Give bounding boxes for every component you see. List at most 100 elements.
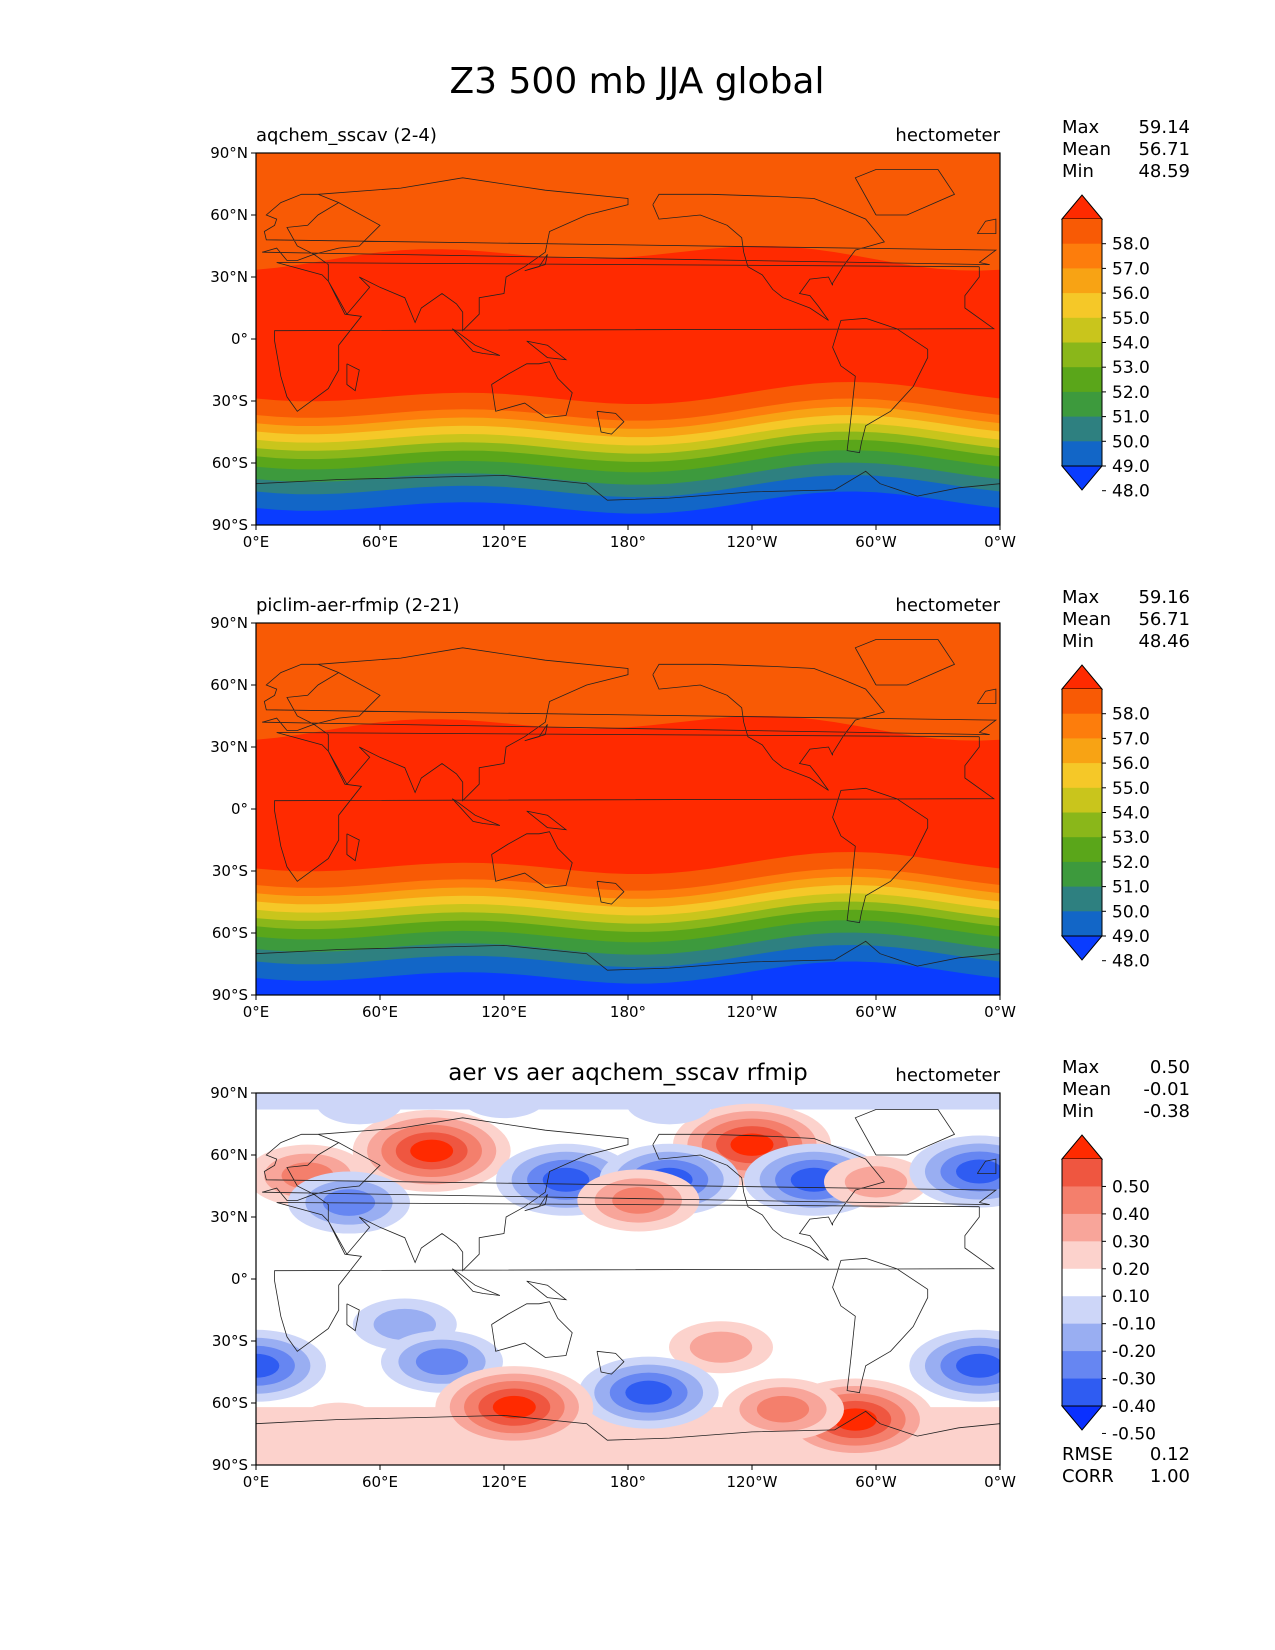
lat-tick-label: 0° [231, 800, 248, 818]
colorbar-label: 55.0 [1112, 309, 1150, 329]
panel-1: aqchem_sscav (2-4) hectometer 90°N 60°N 30… [210, 117, 1190, 551]
colorbar-band [1062, 268, 1102, 294]
colorbar-band [1062, 219, 1102, 245]
stat-value: 48.46 [1138, 631, 1190, 652]
colorbar-label: 57.0 [1112, 729, 1150, 749]
colorbar-label: 54.0 [1112, 804, 1150, 824]
lat-tick-label: 30°S [212, 1332, 248, 1350]
anomaly-13-level-4 [956, 1353, 1000, 1378]
lon-tick-label: 60°E [362, 533, 398, 551]
colorbar-label: -0.10 [1112, 1315, 1156, 1335]
colorbar-label: 53.0 [1112, 358, 1150, 378]
lon-tick-label: 60°E [362, 1003, 398, 1021]
stat-label: Min [1062, 631, 1094, 652]
lat-tick-label: 0° [231, 330, 248, 348]
colorbar-extend-max [1060, 194, 1104, 220]
lon-tick-label: 120°W [727, 1473, 778, 1491]
anomaly-16-level-5 [492, 1395, 536, 1419]
panel-2: piclim-aer-rfmip (2-21) hectometer 90°N 6… [210, 587, 1190, 1021]
anomaly-22-level-1 [461, 1093, 547, 1119]
colorbar-extend-min [1060, 1405, 1104, 1431]
colorbar-label: 0.50 [1112, 1177, 1150, 1197]
anomaly-11-level-3 [415, 1348, 469, 1375]
anomaly-0-level-5 [410, 1139, 454, 1163]
stat-label: RMSE [1062, 1444, 1113, 1465]
stat-value: 56.71 [1138, 139, 1190, 160]
colorbar-label: 49.0 [1112, 927, 1150, 947]
stat-value: 56.71 [1138, 609, 1190, 630]
anomaly-9-level-3 [612, 1187, 665, 1214]
stat-value: -0.38 [1143, 1101, 1190, 1122]
colorbar-band [1062, 293, 1102, 319]
lon-tick-label: 0°W [984, 533, 1016, 551]
colorbar-label: 55.0 [1112, 779, 1150, 799]
north-band-10 [256, 153, 1000, 271]
colorbar-extend-max [1060, 1134, 1104, 1160]
stat-value: 1.00 [1150, 1466, 1190, 1487]
lat-tick-label: 90°N [210, 144, 248, 162]
colorbar-outline [1061, 1159, 1103, 1406]
colorbar-label: 56.0 [1112, 754, 1150, 774]
colorbar-label: 0.30 [1112, 1232, 1150, 1252]
panel-3-title: aer vs aer aqchem_sscav rfmip [448, 1060, 807, 1086]
colorbar-band [1062, 713, 1102, 739]
stat-value: 59.14 [1138, 117, 1190, 138]
colorbar-label: 49.0 [1112, 457, 1150, 477]
lon-tick-label: 60°W [855, 533, 897, 551]
anomaly-7-level-2 [844, 1166, 908, 1198]
colorbar-band [1062, 1186, 1102, 1215]
stat-value: 59.16 [1138, 587, 1190, 608]
anomaly-15-level-4 [625, 1380, 672, 1405]
lon-tick-label: 120°W [727, 533, 778, 551]
lon-tick-label: 120°W [727, 1003, 778, 1021]
lat-tick-label: 0° [231, 1270, 248, 1288]
lon-tick-label: 60°W [855, 1003, 897, 1021]
field-1 [256, 623, 1000, 995]
lon-tick-label: 0°E [243, 1473, 270, 1491]
stat-label: Mean [1062, 1079, 1111, 1100]
panel-2-colorbar: 58.0 57.0 56.0 55.0 54.0 53.0 52.0 51.0 50.0 49.0… [1060, 664, 1150, 972]
colorbar-band [1062, 861, 1102, 888]
colorbar-label: 54.0 [1112, 334, 1150, 354]
anomaly-19-level-1 [295, 1402, 382, 1445]
stat-label: Mean [1062, 139, 1111, 160]
colorbar-band [1062, 391, 1102, 418]
colorbar-label: 0.20 [1112, 1260, 1150, 1280]
coastlines [255, 169, 1001, 501]
panel-2-map: 90°N 60°N 30°N 0° 30°S 60°S 90°S0°E 60°E 120°E 18… [210, 614, 1016, 1021]
colorbar-band [1062, 1268, 1102, 1297]
lat-tick-label: 30°S [212, 862, 248, 880]
colorbar-band [1062, 1296, 1102, 1325]
colorbar-band [1062, 1378, 1102, 1407]
colorbar-label: 48.0 [1112, 482, 1150, 502]
lon-tick-label: 180° [610, 533, 646, 551]
lat-tick-label: 30°N [210, 738, 248, 756]
panel-3: aer vs aer aqchem_sscav rfmip hectometer… [210, 1057, 1190, 1491]
anomaly-10-level-2 [373, 1308, 436, 1341]
colorbar-label: -0.40 [1112, 1397, 1156, 1417]
anomaly-21-level-1 [316, 1093, 403, 1125]
panel-1-units: hectometer [895, 125, 1000, 146]
stat-label: Max [1062, 1057, 1100, 1078]
colorbar-label: 51.0 [1112, 878, 1150, 898]
colorbar-extend-min [1060, 465, 1104, 491]
lat-tick-label: 60°S [212, 454, 248, 472]
colorbar-band [1062, 689, 1102, 715]
lat-tick-label: 30°N [210, 268, 248, 286]
panel-1-stats: Max 59.14 Mean 56.71 Min 48.59 [1062, 117, 1190, 182]
colorbar-band [1062, 342, 1102, 368]
panel-3-error-stats: RMSE 0.12 CORR 1.00 [1062, 1444, 1190, 1487]
lon-tick-label: 120°E [481, 1003, 527, 1021]
lat-tick-label: 90°S [212, 516, 248, 534]
lat-tick-label: 90°N [210, 1084, 248, 1102]
figure-title: Z3 500 mb JJA global [450, 61, 825, 102]
lat-tick-label: 90°S [212, 1456, 248, 1474]
anomaly-1-level-5 [730, 1133, 774, 1156]
stat-label: Mean [1062, 609, 1111, 630]
lon-tick-label: 60°E [362, 1473, 398, 1491]
lat-tick-label: 90°N [210, 614, 248, 632]
colorbar-band [1062, 441, 1102, 467]
colorbar-label: 56.0 [1112, 284, 1150, 304]
anomaly-8-level-4 [956, 1159, 1000, 1184]
colorbar-label: -0.50 [1112, 1424, 1156, 1444]
